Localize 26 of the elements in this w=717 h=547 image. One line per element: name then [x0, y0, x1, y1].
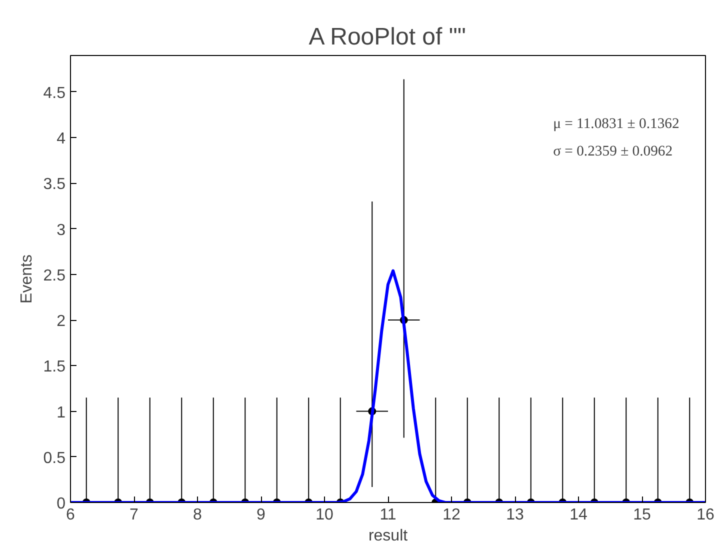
y-tick-label: 0 [56, 496, 66, 512]
y-tick-label: 2 [56, 313, 66, 330]
x-tick-label: 16 [696, 506, 714, 524]
chart-title: A RooPlot of "" [308, 24, 466, 50]
y-tick-label: 0.5 [43, 450, 66, 467]
y-tick-label: 4.5 [43, 84, 66, 102]
y-tick-label: 1 [56, 404, 66, 422]
y-tick-label: 1.5 [43, 358, 66, 376]
x-tick-label: 9 [256, 506, 266, 524]
y-tick-label: 2.5 [43, 267, 66, 284]
y-axis-title: Events [18, 254, 36, 304]
x-tick-label: 15 [633, 506, 651, 524]
y-tick-label: 3.5 [43, 176, 66, 194]
annotation: μ = 11.0831 ± 0.1362 [553, 116, 680, 132]
annotation: σ = 0.2359 ± 0.0962 [553, 143, 673, 160]
x-axis-title: result [368, 528, 408, 544]
x-tick-label: 7 [130, 506, 139, 524]
x-tick-label: 14 [570, 506, 588, 524]
x-tick-label: 11 [380, 506, 396, 524]
x-tick-label: 12 [442, 506, 460, 524]
x-tick-label: 6 [66, 506, 76, 524]
y-tick-label: 4 [56, 130, 66, 148]
x-tick-label: 13 [506, 506, 524, 524]
x-tick-label: 10 [316, 506, 334, 524]
x-tick-label: 8 [193, 506, 202, 524]
y-tick-label: 3 [56, 222, 66, 239]
